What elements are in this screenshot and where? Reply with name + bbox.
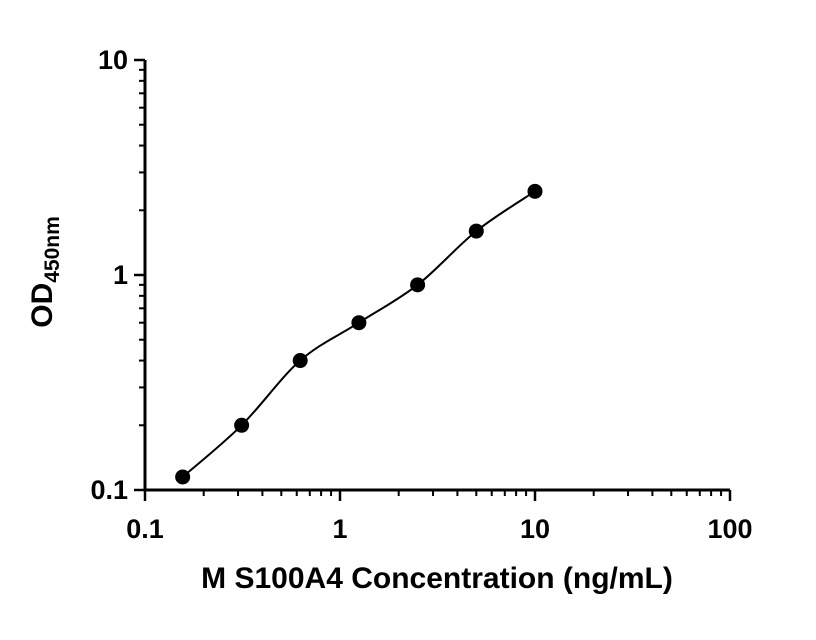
y-axis-title: OD450nm [26,216,64,328]
y-axis-tick-label: 1 [113,260,128,290]
data-point [175,469,191,485]
x-axis-title: M S100A4 Concentration (ng/mL) [201,562,673,595]
y-axis-tick-label: 10 [98,45,128,75]
data-point [410,277,426,293]
axes-layer: 0.1 1 10 100 0.1 1 10 [90,45,752,544]
y-axis-title-main: OD [26,283,59,328]
data-point [351,315,367,331]
data-point [527,183,543,199]
x-axis-tick-label: 0.1 [126,514,164,544]
x-axis-tick-label: 1 [332,514,347,544]
data-point [234,417,250,433]
data-point [292,353,308,369]
y-axis-title-subscript: 450nm [41,216,64,283]
data-point [468,223,484,239]
x-axis-tick-label: 10 [520,514,550,544]
series-layer [175,183,543,485]
x-axis-tick-label: 100 [707,514,752,544]
y-axis-tick-label: 0.1 [90,475,128,505]
